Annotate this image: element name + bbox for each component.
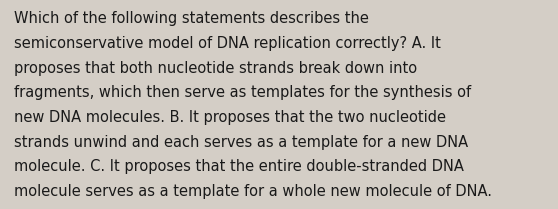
Text: Which of the following statements describes the: Which of the following statements descri… (14, 11, 369, 27)
Text: new DNA molecules. B. It proposes that the two nucleotide: new DNA molecules. B. It proposes that t… (14, 110, 446, 125)
Text: molecule. C. It proposes that the entire double-stranded DNA: molecule. C. It proposes that the entire… (14, 159, 464, 175)
Text: strands unwind and each serves as a template for a new DNA: strands unwind and each serves as a temp… (14, 135, 468, 150)
Text: proposes that both nucleotide strands break down into: proposes that both nucleotide strands br… (14, 61, 417, 76)
Text: semiconservative model of DNA replication correctly? A. It: semiconservative model of DNA replicatio… (14, 36, 441, 51)
Text: molecule serves as a template for a whole new molecule of DNA.: molecule serves as a template for a whol… (14, 184, 492, 199)
Text: fragments, which then serve as templates for the synthesis of: fragments, which then serve as templates… (14, 85, 471, 101)
